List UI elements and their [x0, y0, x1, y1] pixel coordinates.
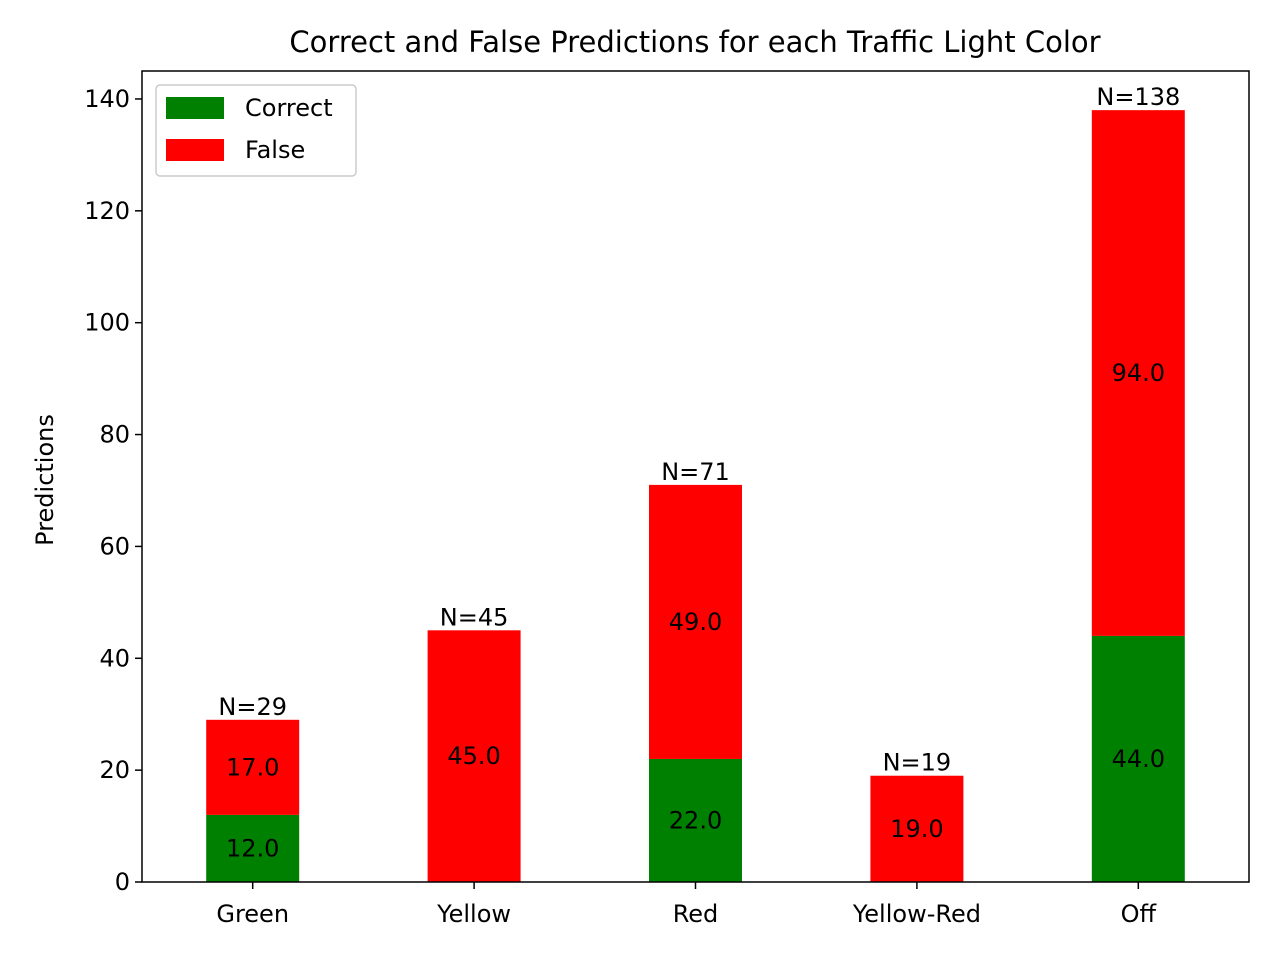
bar-value-label: 49.0 — [669, 608, 722, 636]
plot-frame — [141, 70, 1250, 883]
x-tick-label: Off — [1121, 900, 1157, 928]
bar-value-label: 22.0 — [669, 806, 722, 834]
bar-false-yellow-red — [870, 775, 964, 882]
bar-false-yellow — [427, 630, 521, 882]
x-tick-label: Yellow-Red — [852, 900, 981, 928]
bar-value-label: 17.0 — [226, 753, 279, 781]
legend-swatch-correct — [166, 97, 224, 119]
legend-label-correct: Correct — [245, 94, 333, 122]
data-labels: 12.0 17.0 N=29 45.0 N=45 22.0 49.0 N=71 19.0 N=19… — [218, 83, 1180, 862]
bars — [206, 110, 1185, 882]
y-tick-label: 80 — [99, 421, 130, 449]
bar-total-label: N=45 — [440, 603, 509, 631]
bar-value-label: 45.0 — [447, 742, 500, 770]
legend-swatch-false — [166, 139, 224, 161]
y-tick-label: 100 — [84, 309, 130, 337]
bar-false-green — [206, 719, 300, 815]
x-tick-label: Yellow — [436, 900, 511, 928]
bar-value-label: 94.0 — [1112, 359, 1165, 387]
y-tick-label: 140 — [84, 85, 130, 113]
bar-false-red — [649, 484, 742, 759]
bar-total-label: N=19 — [883, 749, 952, 777]
x-tick-label: Red — [673, 900, 719, 928]
legend: Correct False — [155, 84, 357, 177]
bar-total-label: N=29 — [218, 693, 287, 721]
y-tick-label: 0 — [115, 868, 130, 896]
y-tick-label: 40 — [99, 644, 130, 672]
bar-value-label: 12.0 — [226, 834, 279, 862]
bar-total-label: N=71 — [661, 458, 730, 486]
y-tick-label: 60 — [99, 532, 130, 560]
y-tick-label: 120 — [84, 197, 130, 225]
legend-label-false: False — [245, 136, 305, 164]
y-tick-label: 20 — [99, 756, 130, 784]
bar-correct-green — [206, 814, 300, 882]
axis-ticks: 0 20 40 60 80 100 120 140 Green Yellow Red Yellow-R… — [84, 85, 1156, 928]
bar-correct-off — [1091, 635, 1185, 882]
bar-total-label: N=138 — [1096, 83, 1180, 111]
bar-false-off — [1091, 110, 1185, 636]
chart-title: Correct and False Predictions for each T… — [289, 25, 1100, 59]
x-tick-label: Green — [216, 900, 289, 928]
y-axis-label: Predictions — [31, 414, 59, 546]
bar-value-label: 44.0 — [1112, 745, 1165, 773]
bar-correct-red — [649, 758, 742, 882]
bar-value-label: 19.0 — [890, 815, 943, 843]
